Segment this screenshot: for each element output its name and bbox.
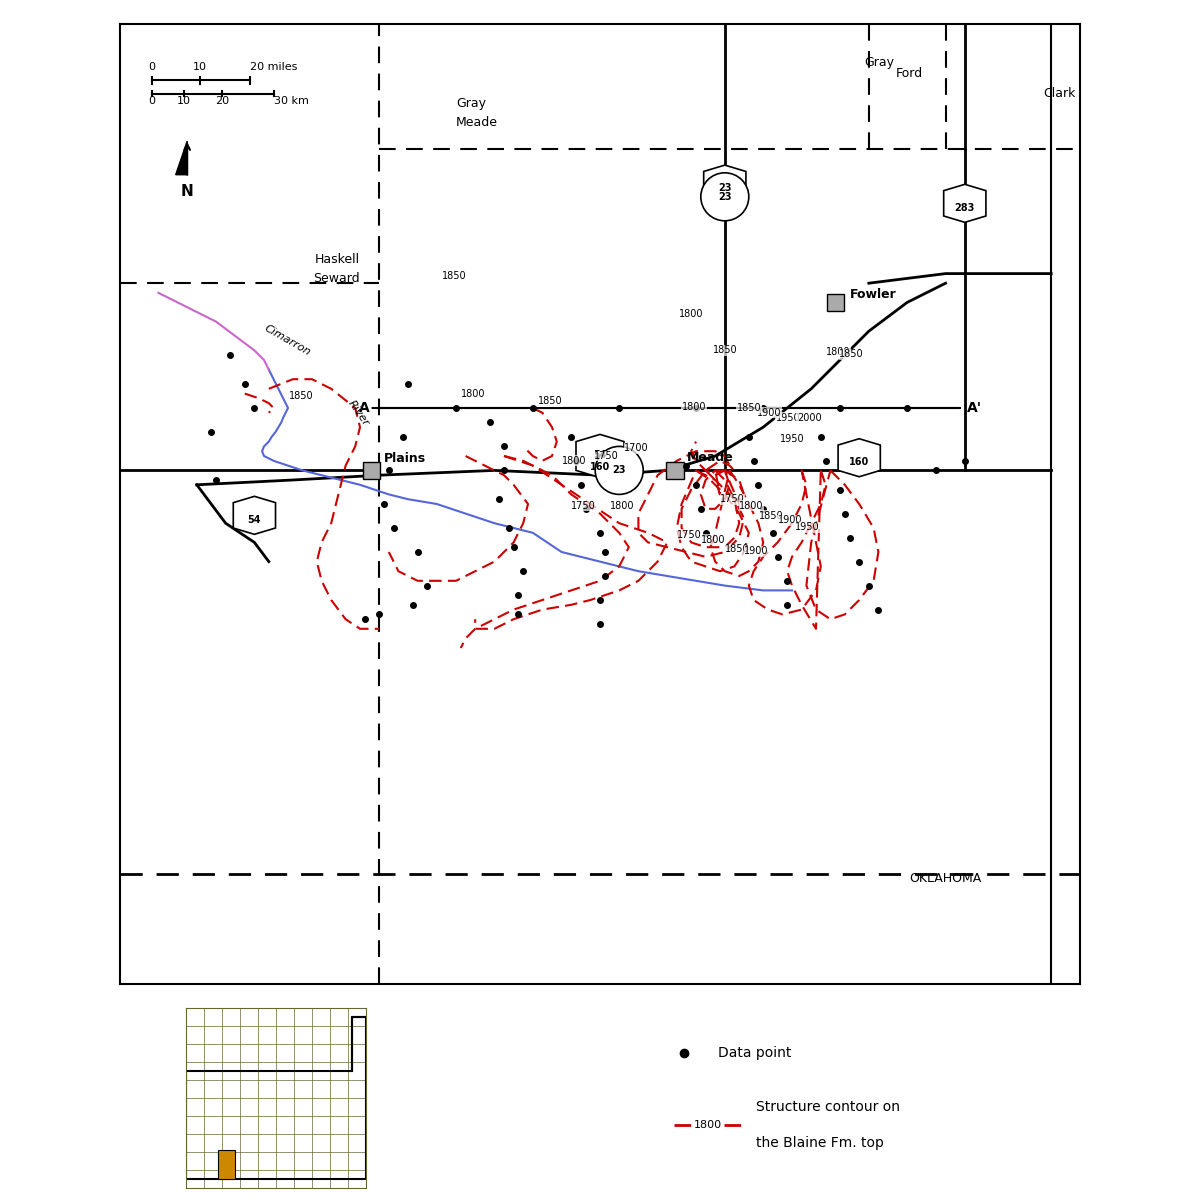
Bar: [666, 462, 684, 479]
Text: Gray: Gray: [864, 56, 894, 68]
Text: 23: 23: [718, 184, 732, 193]
Text: Plains: Plains: [384, 452, 426, 466]
Text: 0: 0: [148, 62, 155, 72]
Text: Clark: Clark: [1044, 86, 1076, 100]
Text: 23: 23: [718, 192, 732, 202]
Bar: [827, 294, 844, 311]
Text: 2000: 2000: [797, 413, 822, 422]
Text: 1750: 1750: [594, 451, 619, 461]
Polygon shape: [703, 166, 746, 203]
Text: River: River: [346, 398, 371, 427]
Bar: [218, 1150, 235, 1178]
Polygon shape: [233, 497, 276, 534]
Text: 1850: 1850: [758, 510, 784, 521]
Polygon shape: [576, 434, 624, 478]
Circle shape: [701, 173, 749, 221]
Circle shape: [595, 446, 643, 494]
Text: 0: 0: [148, 96, 155, 106]
Text: 1800: 1800: [679, 308, 703, 319]
Text: Gray: Gray: [456, 97, 486, 110]
Bar: [362, 462, 380, 479]
Text: 30 km: 30 km: [274, 96, 308, 106]
Text: 1850: 1850: [713, 346, 737, 355]
Text: A': A': [967, 401, 982, 415]
Text: 1900: 1900: [778, 515, 803, 526]
Text: Structure contour on: Structure contour on: [756, 1100, 900, 1114]
Text: 54
160: 54 160: [590, 450, 610, 472]
Text: 1850: 1850: [442, 270, 467, 281]
Text: 1950: 1950: [780, 433, 804, 444]
Text: 1800: 1800: [826, 347, 851, 358]
Text: 1750: 1750: [720, 494, 745, 504]
Text: 1850: 1850: [725, 544, 750, 554]
Text: 1800: 1800: [610, 500, 635, 511]
Text: 1950: 1950: [776, 413, 800, 422]
Text: Ford: Ford: [895, 67, 923, 80]
Text: 10: 10: [178, 96, 191, 106]
Text: 1800: 1800: [739, 500, 764, 511]
Text: 283: 283: [955, 203, 974, 212]
Text: Cimarron: Cimarron: [262, 324, 312, 358]
Text: 1700: 1700: [624, 443, 649, 454]
Text: 1900: 1900: [757, 408, 781, 418]
Text: N: N: [181, 185, 193, 199]
Text: Meade: Meade: [456, 116, 498, 130]
Text: 1850: 1850: [737, 403, 761, 413]
Text: 1800: 1800: [701, 534, 726, 545]
Text: 20: 20: [215, 96, 229, 106]
Text: 1850: 1850: [839, 349, 864, 359]
Text: 20 miles: 20 miles: [250, 62, 296, 72]
Text: A: A: [359, 401, 370, 415]
Text: Fowler: Fowler: [850, 288, 896, 301]
Text: the Blaine Fm. top: the Blaine Fm. top: [756, 1136, 884, 1150]
Polygon shape: [838, 439, 881, 476]
Text: 23: 23: [612, 466, 626, 475]
Text: Data point: Data point: [718, 1046, 791, 1060]
Text: 1850: 1850: [289, 390, 313, 401]
Text: 1850: 1850: [538, 396, 563, 407]
Text: Meade: Meade: [686, 451, 733, 464]
Text: 1800: 1800: [562, 456, 587, 466]
Text: 1750: 1750: [571, 500, 596, 511]
Text: Haskell: Haskell: [314, 253, 360, 265]
Text: Seward: Seward: [313, 272, 360, 284]
Text: 1950: 1950: [796, 522, 820, 532]
Text: 54: 54: [247, 515, 262, 524]
Polygon shape: [175, 142, 187, 175]
Text: 1800: 1800: [682, 402, 707, 412]
Text: 1900: 1900: [744, 546, 769, 556]
Polygon shape: [943, 185, 986, 222]
Text: 160: 160: [850, 457, 869, 467]
Text: 1800: 1800: [694, 1120, 722, 1130]
Text: 1800: 1800: [461, 389, 486, 398]
Text: 1750: 1750: [677, 529, 702, 540]
Text: OKLAHOMA: OKLAHOMA: [910, 872, 982, 884]
Text: 10: 10: [193, 62, 206, 72]
